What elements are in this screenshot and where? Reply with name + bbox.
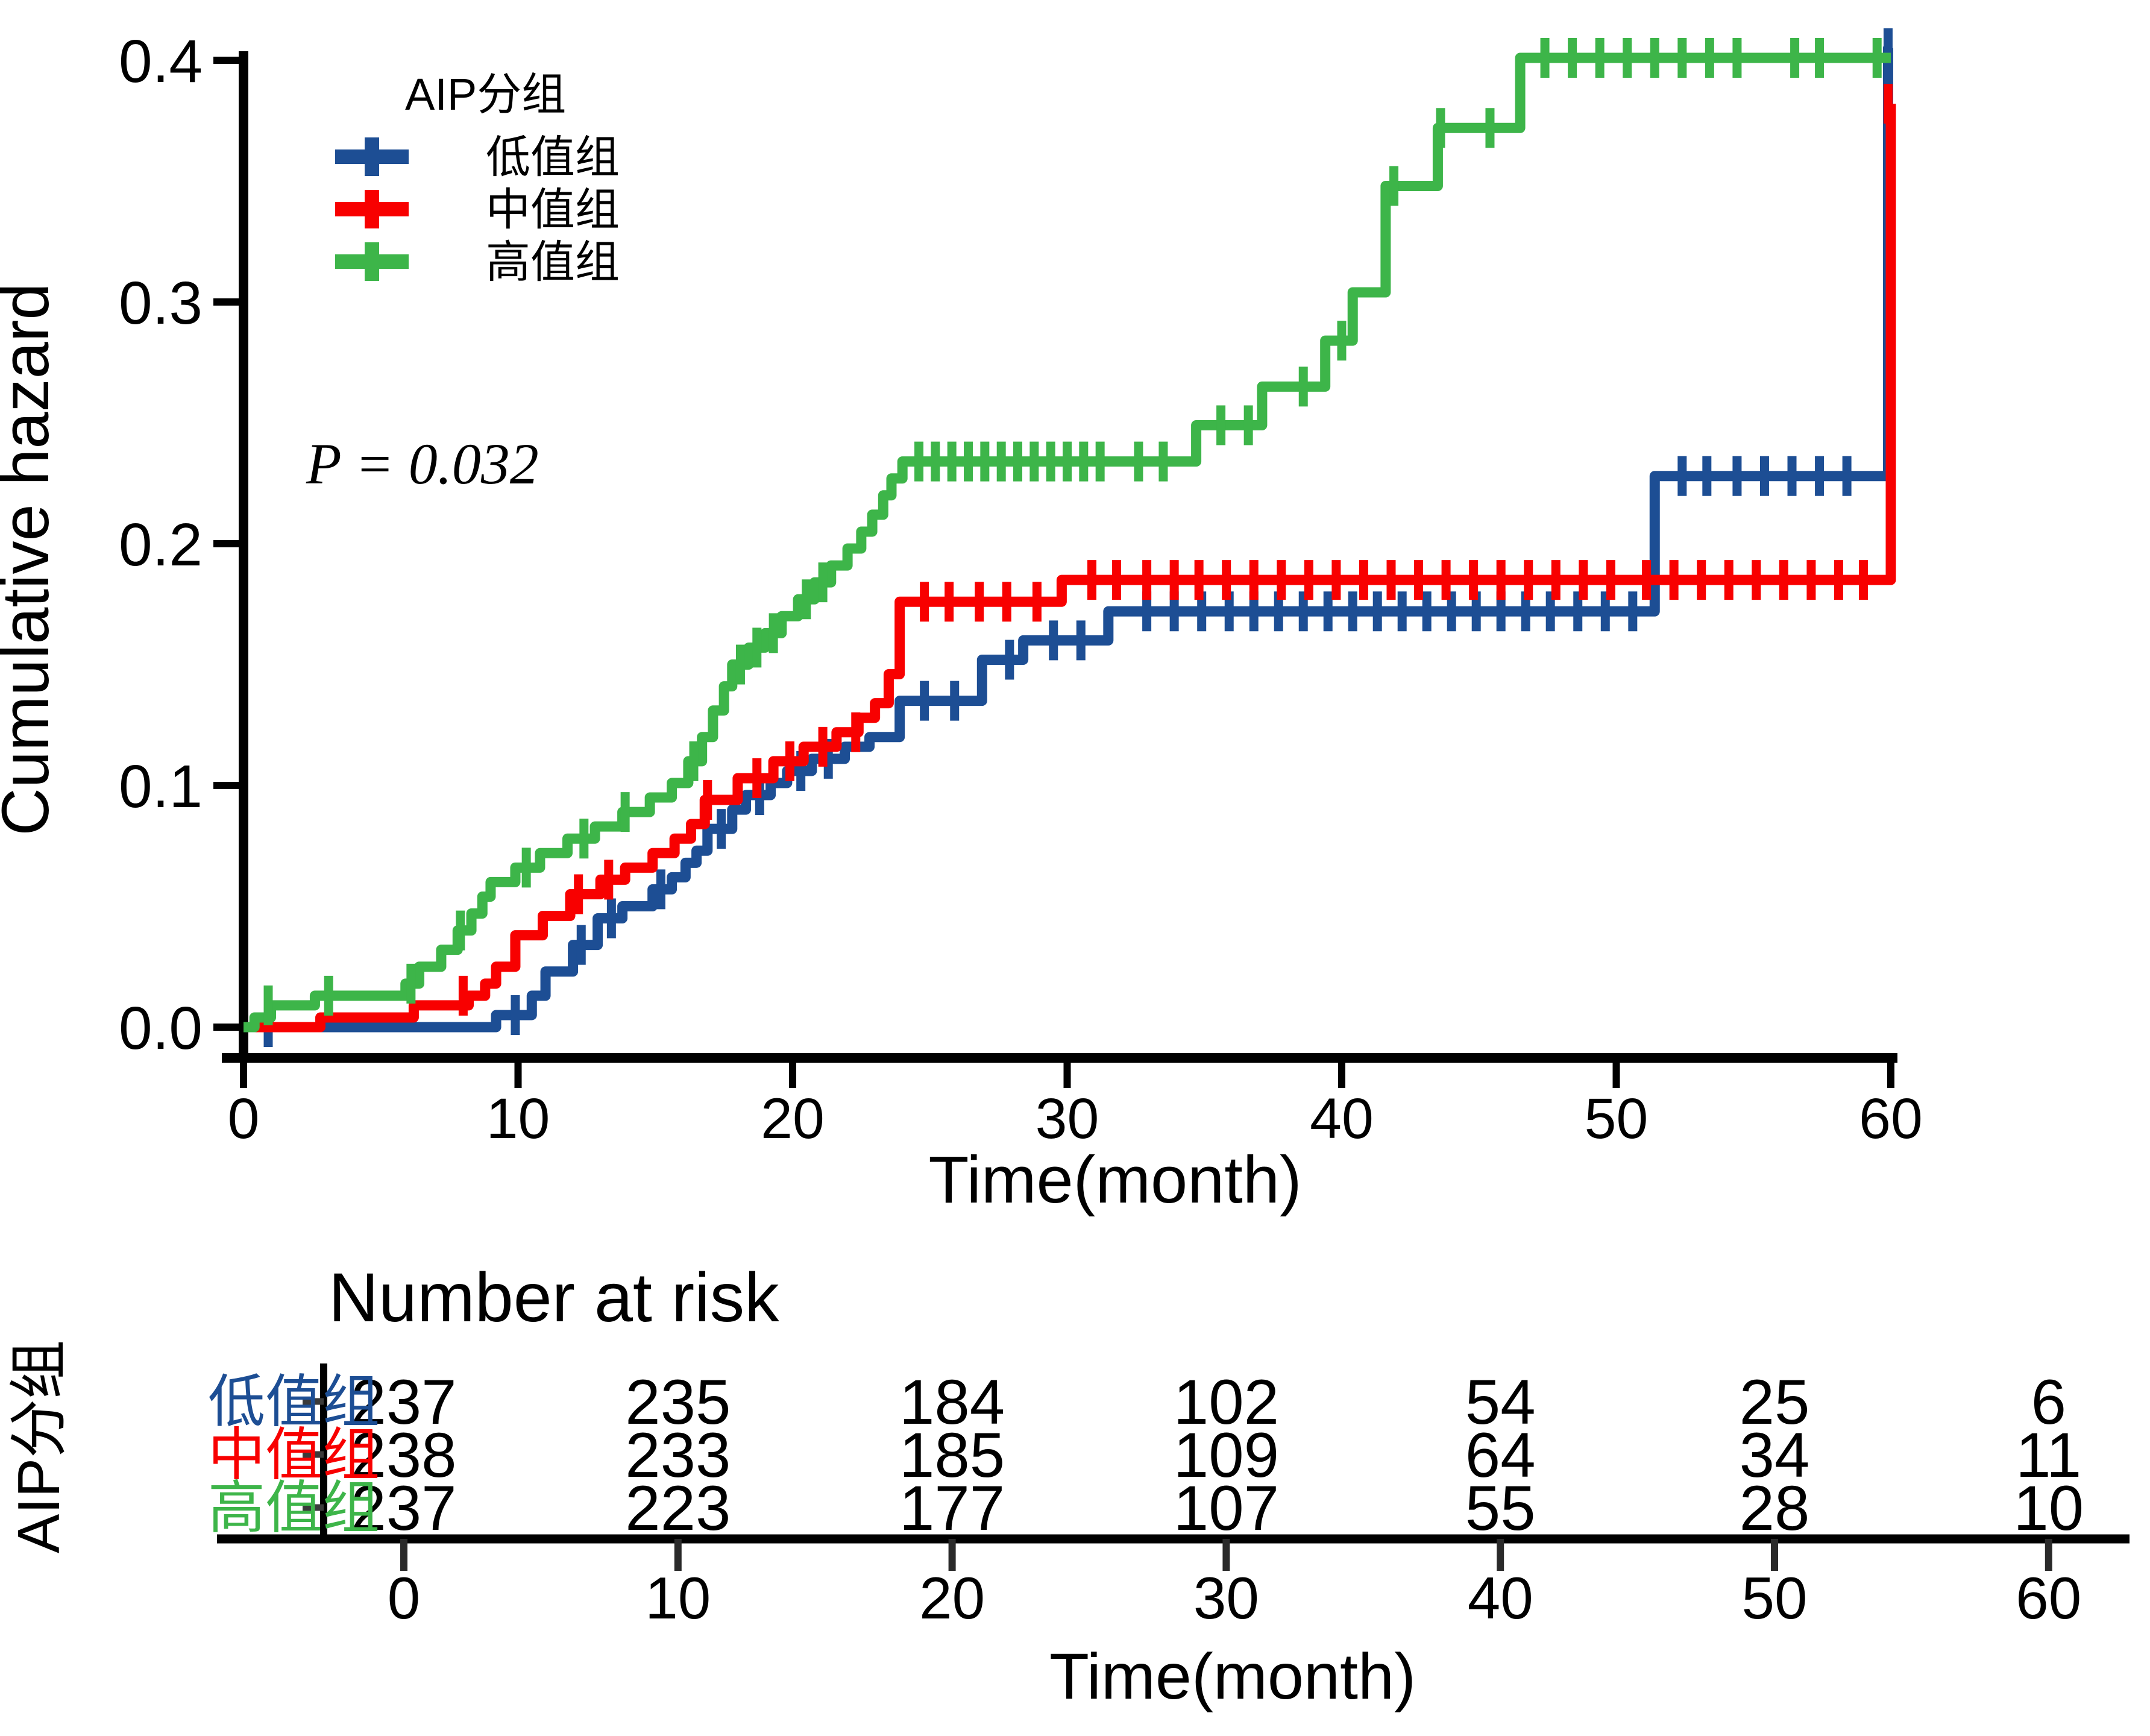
- legend-item-low-value-group: [335, 137, 409, 176]
- risk-row-label-mid: 中值组: [208, 1423, 380, 1487]
- legend-item-label-high: 高值组: [486, 237, 620, 287]
- legend-item-high-value-group: [335, 242, 409, 281]
- legend-markers: [335, 137, 409, 281]
- risk-count-high-value-group: 28: [1740, 1473, 1810, 1544]
- risk-table-group-axis-label: AIP分组: [5, 1340, 72, 1553]
- risk-count-mid-value-group: 64: [1465, 1420, 1536, 1491]
- risk-count-high-value-group: 237: [351, 1473, 456, 1544]
- series-mid-value-group: [244, 84, 1896, 1033]
- risk-table-x-tick-label: 50: [1741, 1565, 1807, 1631]
- risk-table-x-tick-label: 0: [388, 1565, 421, 1631]
- legend-title: AIP分组: [405, 69, 566, 119]
- y-axis-tick-label: 0.1: [119, 753, 203, 820]
- risk-table-x-axis-title: Time(month): [1049, 1640, 1416, 1712]
- series-high-value-group: [244, 37, 1891, 1033]
- risk-count-low-value-group: 237: [351, 1367, 456, 1438]
- y-axis-tick-label: 0.2: [119, 511, 203, 579]
- x-axis-tick-label: 10: [486, 1087, 550, 1151]
- x-axis-tick-label: 60: [1859, 1087, 1923, 1151]
- x-axis-tick-label: 30: [1036, 1087, 1099, 1151]
- legend-item-mid-value-group: [335, 190, 409, 228]
- x-axis-tick-label: 50: [1585, 1087, 1649, 1151]
- risk-count-mid-value-group: 109: [1174, 1420, 1279, 1491]
- x-axis-title: Time(month): [928, 1143, 1301, 1217]
- risk-count-mid-value-group: 233: [625, 1420, 731, 1491]
- risk-table-title: Number at risk: [328, 1259, 779, 1336]
- y-axis-title: Cumulative hazard: [0, 283, 63, 835]
- legend-item-label-low: 低值组: [486, 132, 620, 182]
- risk-count-low-value-group: 102: [1174, 1367, 1279, 1438]
- risk-table-x-tick-label: 60: [2016, 1565, 2081, 1631]
- risk-count-low-value-group: 235: [625, 1367, 731, 1438]
- risk-count-mid-value-group: 238: [351, 1420, 456, 1491]
- risk-table-x-tick-label: 20: [919, 1565, 985, 1631]
- legend-item-label-mid: 中值组: [486, 184, 620, 234]
- risk-table-x-tick-label: 40: [1468, 1565, 1533, 1631]
- x-axis-tick-label: 20: [761, 1087, 825, 1151]
- risk-count-mid-value-group: 185: [899, 1420, 1005, 1491]
- y-axis-tick-label: 0.0: [119, 995, 203, 1062]
- risk-count-low-value-group: 54: [1465, 1367, 1536, 1438]
- risk-row-label-high: 高值组: [208, 1476, 380, 1540]
- y-axis-tick-label: 0.4: [119, 28, 203, 95]
- curve-mid-value-group: [244, 104, 1896, 1033]
- risk-count-low-value-group: 184: [899, 1367, 1005, 1438]
- risk-count-high-value-group: 10: [2013, 1473, 2084, 1544]
- x-axis-tick-label: 0: [228, 1087, 260, 1151]
- hazard-plot-area: 0.0 0.1 0.2 0.3 0.4 0 10 20 30 40 50 60: [119, 28, 1923, 1151]
- risk-table-area: 237 235 184 102 54 25 6 238 233 185 109 64 34 11 237 22…: [217, 1363, 2130, 1631]
- risk-table-x-tick-label: 30: [1193, 1565, 1259, 1631]
- risk-table-x-tick-label: 10: [645, 1565, 711, 1631]
- risk-count-mid-value-group: 11: [2016, 1420, 2081, 1491]
- risk-count-low-value-group: 6: [2031, 1367, 2066, 1438]
- p-value-label: P = 0.032: [306, 432, 539, 496]
- risk-count-high-value-group: 55: [1465, 1473, 1536, 1544]
- risk-count-high-value-group: 177: [899, 1473, 1005, 1544]
- x-axis-tick-label: 40: [1310, 1087, 1374, 1151]
- risk-row-label-low: 低值组: [208, 1370, 380, 1434]
- risk-count-high-value-group: 223: [625, 1473, 731, 1544]
- y-axis-tick-label: 0.3: [119, 269, 203, 337]
- risk-count-high-value-group: 107: [1174, 1473, 1279, 1544]
- risk-count-mid-value-group: 34: [1740, 1420, 1810, 1491]
- risk-count-low-value-group: 25: [1740, 1367, 1810, 1438]
